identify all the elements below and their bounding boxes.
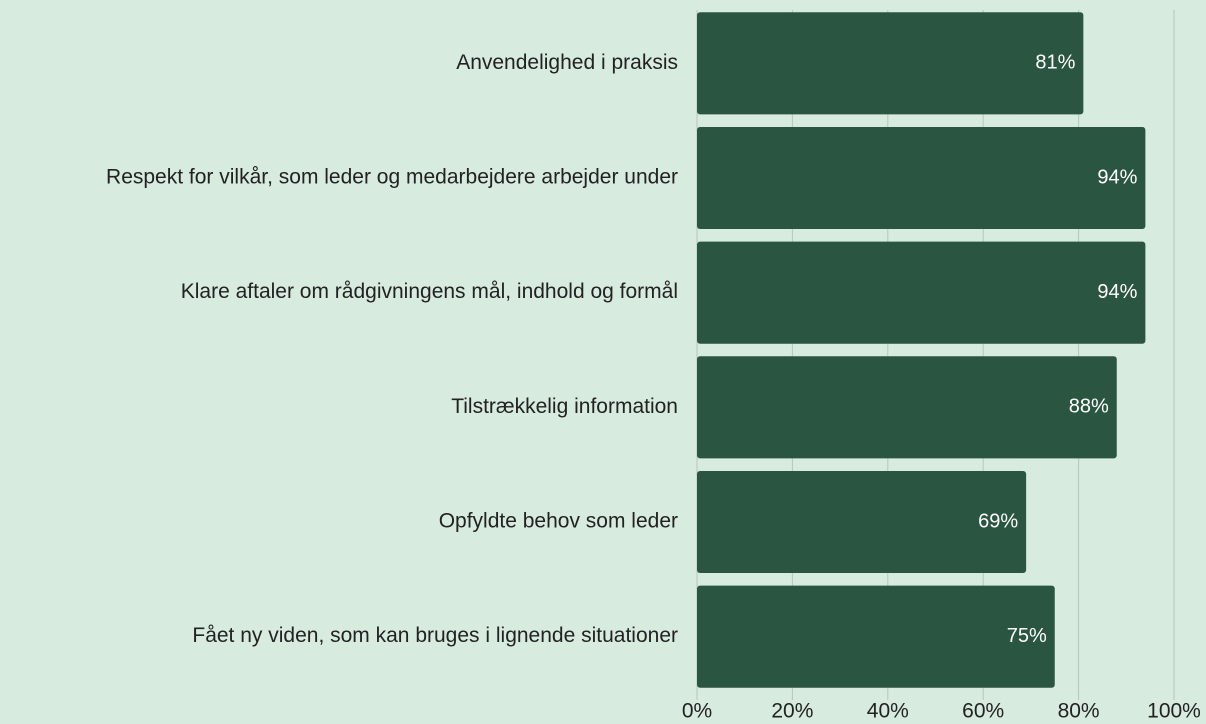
x-tick-label: 60% [962, 700, 1004, 723]
y-tick-label: Respekt for vilkår, som leder og medarbe… [106, 166, 678, 189]
bar [697, 241, 1146, 344]
y-tick-label: Tilstrækkelig information [451, 395, 678, 418]
bar [697, 585, 1055, 688]
data-label: 81% [1035, 52, 1075, 74]
x-tick-label: 0% [682, 700, 712, 723]
bar [697, 470, 1027, 574]
y-tick-label: Opfyldte behov som leder [439, 510, 678, 533]
bar [697, 126, 1146, 230]
data-label: 88% [1069, 396, 1109, 418]
x-tick-label: 100% [1147, 700, 1201, 723]
y-tick-label: Fået ny viden, som kan bruges i lignende… [192, 624, 678, 647]
data-label: 69% [978, 510, 1018, 532]
data-label: 94% [1097, 166, 1137, 188]
bar [697, 12, 1084, 115]
bar [697, 356, 1117, 459]
x-tick-label: 20% [771, 700, 813, 723]
y-tick-label: Anvendelighed i praksis [456, 51, 678, 74]
x-tick-label: 40% [867, 700, 909, 723]
y-tick-label: Klare aftaler om rådgivningens mål, indh… [181, 280, 678, 303]
data-label: 75% [1007, 625, 1047, 647]
x-tick-label: 80% [1058, 700, 1100, 723]
data-label: 94% [1097, 281, 1137, 303]
